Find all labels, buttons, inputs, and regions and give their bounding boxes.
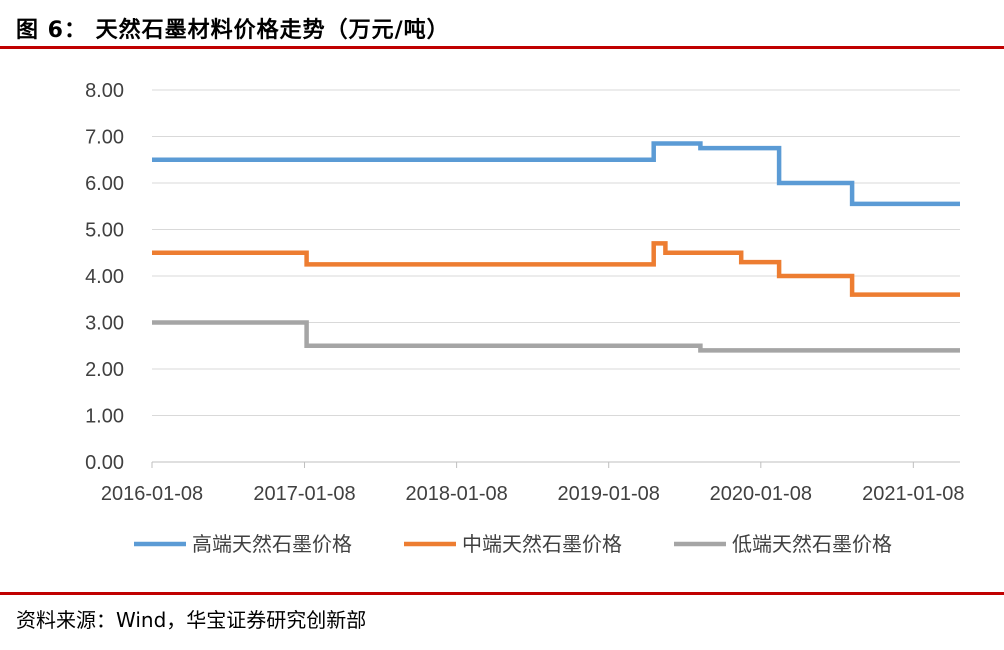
y-axis-tick-labels: 0.00 1.00 2.00 3.00 4.00 5.00 6.00 7.00 8.00: [85, 80, 124, 474]
figure-title: 图 6： 天然石墨材料价格走势（万元/吨）: [16, 18, 450, 43]
y-tick-label: 3.00: [85, 313, 124, 335]
series-line: [152, 320, 960, 353]
top-rule: [0, 46, 1004, 49]
x-tick-label: 2018-01-08: [405, 483, 507, 505]
x-tick-label: 2019-01-08: [558, 483, 660, 505]
series-lines: [152, 141, 960, 353]
series-line: [152, 241, 960, 297]
price-trend-chart: 0.00 1.00 2.00 3.00 4.00 5.00 6.00 7.00 8.00 201…: [85, 80, 965, 556]
x-tick-label: 2020-01-08: [710, 483, 812, 505]
y-tick-label: 2.00: [85, 359, 124, 381]
legend: 高端天然石墨价格 中端天然石墨价格 低端天然石墨价格: [134, 532, 892, 556]
bottom-rule: [0, 592, 1004, 595]
x-axis-tick-labels: 2016-01-08 2017-01-08 2018-01-08 2019-01-08…: [101, 483, 965, 505]
y-tick-label: 5.00: [85, 220, 124, 242]
y-tick-label: 8.00: [85, 80, 124, 102]
y-tick-label: 6.00: [85, 173, 124, 195]
y-tick-label: 1.00: [85, 406, 124, 428]
x-tick-label: 2021-01-08: [862, 483, 964, 505]
source-note: 资料来源：Wind，华宝证券研究创新部: [16, 608, 367, 632]
legend-label: 中端天然石墨价格: [462, 532, 622, 556]
legend-label: 低端天然石墨价格: [732, 532, 892, 556]
x-tick-label: 2016-01-08: [101, 483, 203, 505]
y-tick-label: 0.00: [85, 452, 124, 474]
x-axis: [151, 461, 960, 468]
legend-label: 高端天然石墨价格: [192, 532, 352, 556]
x-tick-label: 2017-01-08: [253, 483, 355, 505]
series-line: [152, 141, 960, 207]
y-tick-label: 7.00: [85, 127, 124, 149]
y-tick-label: 4.00: [85, 266, 124, 288]
